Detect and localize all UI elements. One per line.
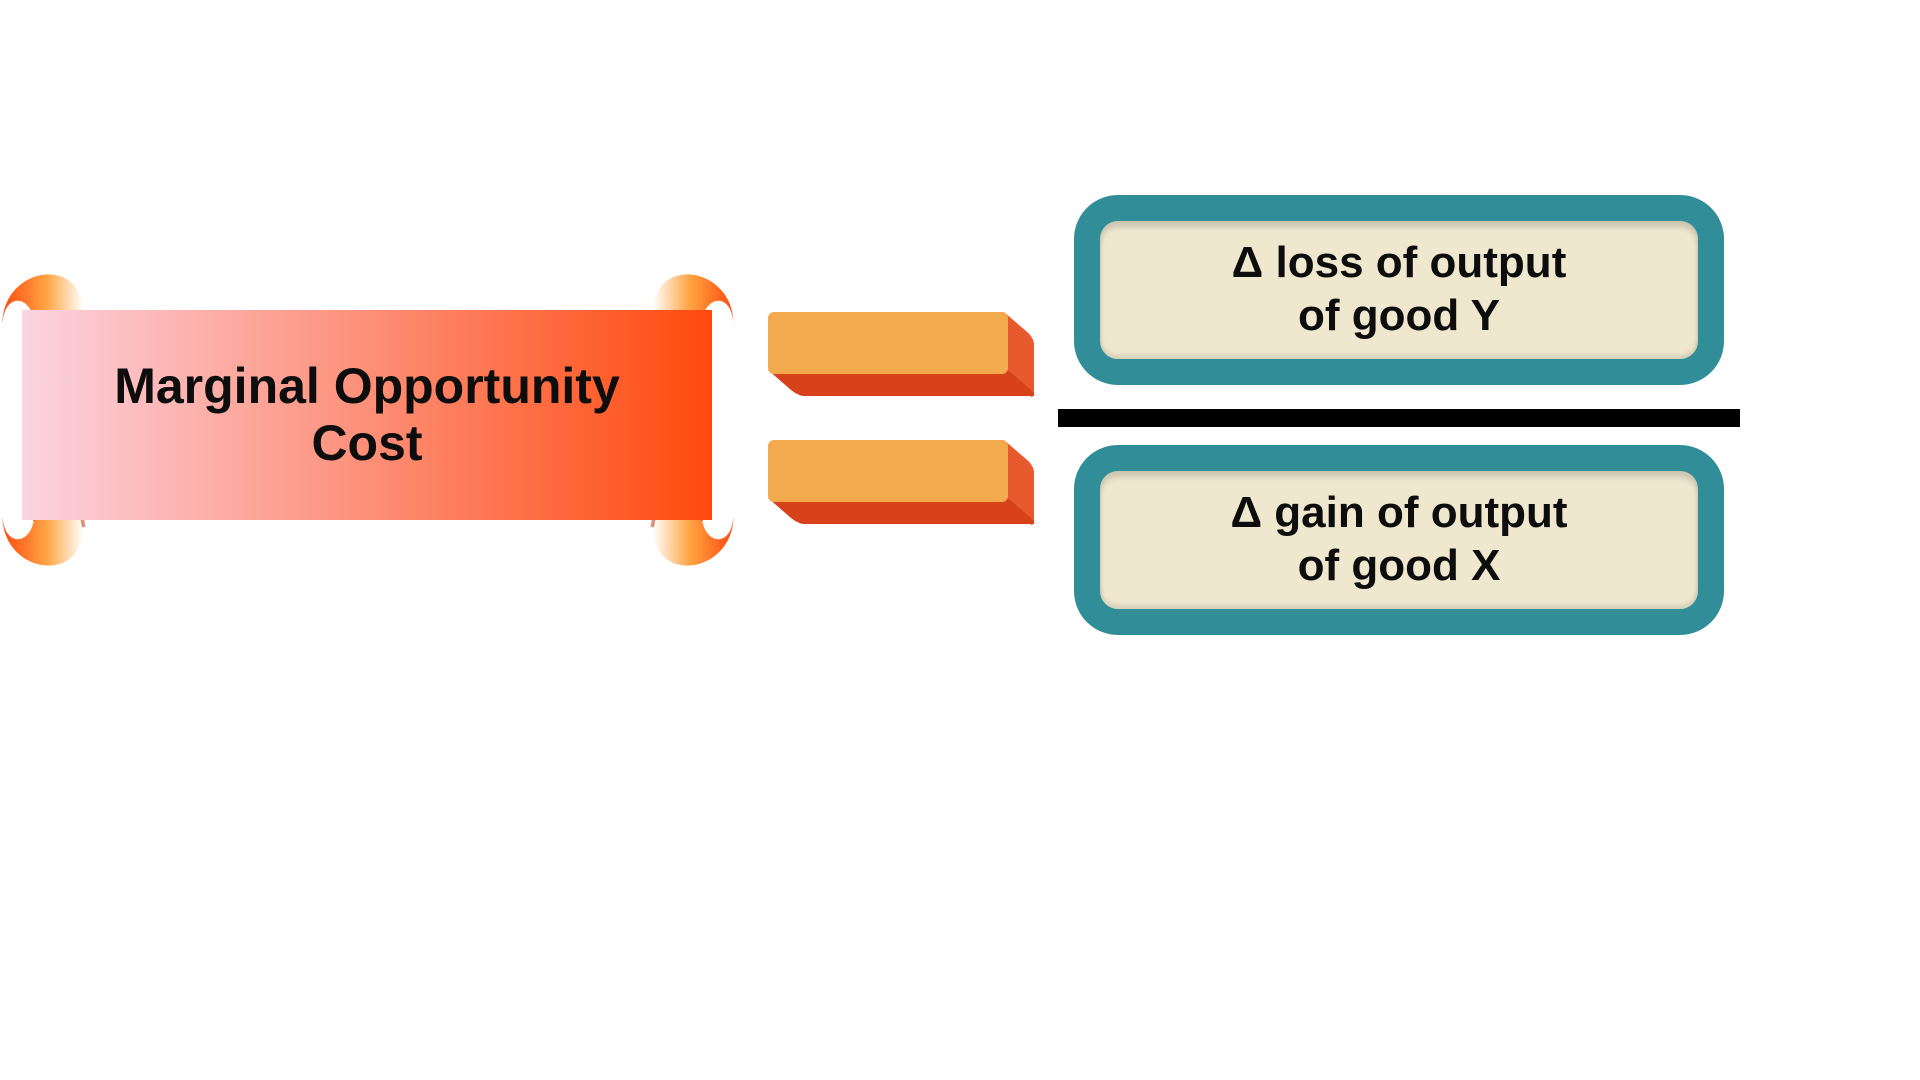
equals-bar-bottom xyxy=(768,440,1008,502)
equals-bar-top xyxy=(768,312,1008,374)
fraction-numerator-box: Δ loss of output of good Y xyxy=(1074,195,1724,385)
fraction-denominator-text: Δ gain of output of good X xyxy=(1220,487,1577,593)
formula-canvas: Marginal Opportunity Cost Δ loss of outp… xyxy=(0,0,1920,1080)
banner-body: Marginal Opportunity Cost xyxy=(22,310,712,520)
fraction-bar xyxy=(1058,409,1740,427)
fraction-denominator-box: Δ gain of output of good X xyxy=(1074,445,1724,635)
fraction-numerator-text: Δ loss of output of good Y xyxy=(1222,237,1577,343)
banner-title: Marginal Opportunity Cost xyxy=(94,358,640,473)
